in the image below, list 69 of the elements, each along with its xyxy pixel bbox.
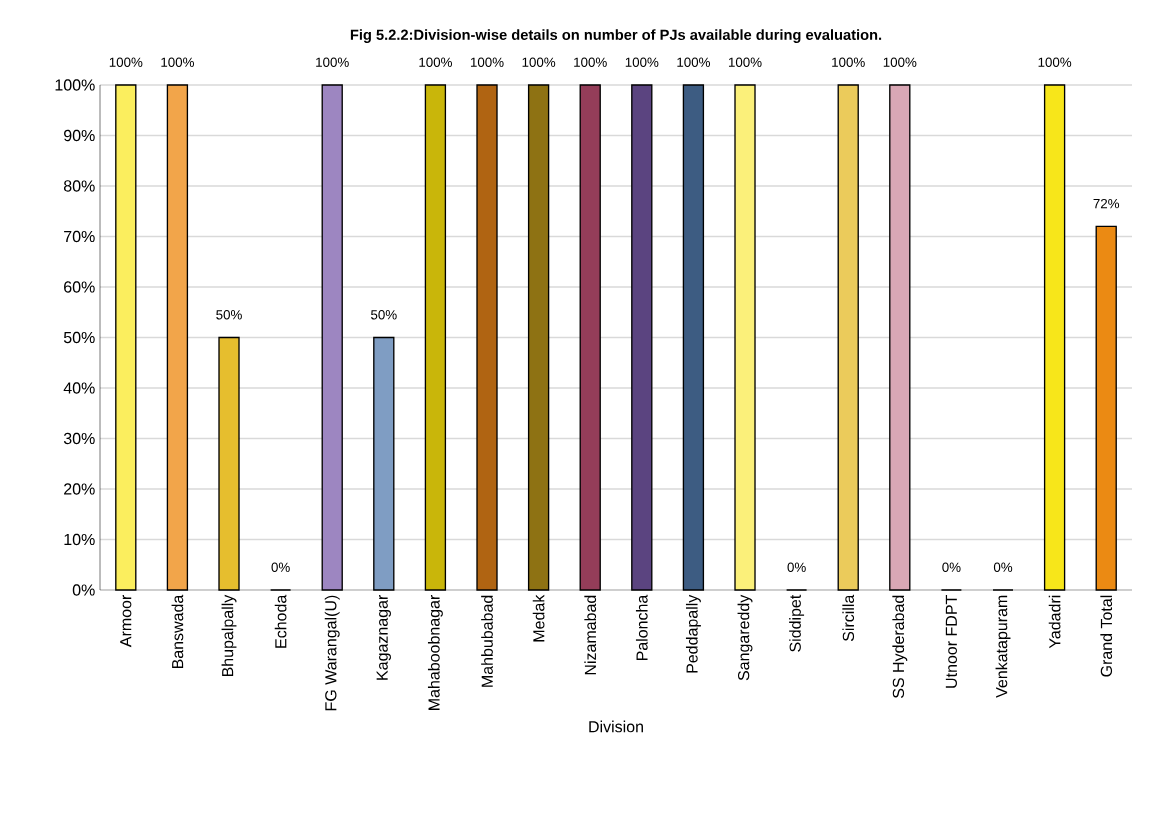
data-label: 0% — [271, 562, 290, 572]
x-tick-label: SS Hyderabad — [892, 595, 908, 699]
data-label: 100% — [677, 57, 710, 67]
x-tick-label: Kagaznagar — [376, 594, 391, 680]
data-label: 100% — [832, 57, 865, 67]
y-tick-label: 80% — [63, 180, 95, 192]
x-tick-label: Peddapally — [685, 594, 701, 673]
bar — [682, 84, 705, 591]
bar — [1095, 225, 1117, 591]
y-tick-label: 90% — [64, 129, 95, 142]
x-axis-title: Division — [589, 720, 643, 733]
y-tick-label: 40% — [63, 382, 95, 394]
x-tick-label: Medak — [532, 594, 545, 642]
data-label: 100% — [728, 57, 762, 67]
bar — [115, 84, 137, 591]
x-tick-label: Mahaboobnagar — [427, 594, 443, 710]
x-tick-label: Bhupalpally — [221, 594, 237, 677]
data-label: 100% — [161, 57, 194, 67]
bar — [579, 84, 601, 591]
y-tick-label: 0% — [72, 584, 95, 596]
x-tick-label: Paloncha — [635, 594, 648, 661]
x-tick-label: Nizamabad — [584, 595, 597, 675]
bar — [166, 84, 189, 591]
data-label: 100% — [470, 57, 504, 67]
x-tick-label: Venkatapuram — [995, 595, 1011, 698]
y-tick-label: 10% — [64, 533, 95, 546]
data-label: 0% — [993, 562, 1013, 572]
x-tick-label: Yadadri — [1048, 595, 1061, 649]
data-label: 100% — [522, 57, 556, 67]
x-tick-label: Banswada — [171, 594, 184, 669]
data-label: 0% — [787, 562, 806, 572]
x-tick-label: Siddipet — [789, 594, 805, 652]
bar — [424, 84, 447, 591]
bar — [321, 84, 343, 591]
x-tick-label: Mahbubabad — [481, 595, 493, 687]
chart-title: Fig 5.2.2:Division-wise details on number of PJs available during evaluation. — [350, 29, 882, 43]
y-tick-label: 70% — [64, 230, 95, 243]
y-tick-label: 30% — [63, 432, 95, 445]
x-tick-label: Sangareddy — [737, 594, 753, 681]
y-tick-label: 50% — [63, 331, 95, 344]
data-label: 72% — [1093, 198, 1120, 209]
y-tick-label: 20% — [64, 483, 95, 495]
data-label: 100% — [625, 57, 659, 67]
bar — [631, 84, 653, 591]
data-label: 100% — [1038, 57, 1072, 67]
x-tick-label: Utnoor FDPT — [945, 595, 957, 688]
bar — [837, 84, 859, 591]
x-tick-label: Sircilla — [842, 594, 855, 642]
bar — [476, 84, 498, 591]
data-label: 100% — [419, 57, 452, 67]
x-tick-label: Echoda — [274, 594, 287, 648]
data-label: 100% — [316, 57, 349, 67]
x-tick-label: Grand Total — [1100, 595, 1113, 677]
data-label: 100% — [109, 57, 143, 67]
data-label: 100% — [574, 57, 607, 67]
data-label: 0% — [942, 562, 961, 572]
bar — [1043, 84, 1066, 591]
bar — [889, 84, 911, 591]
bar — [218, 336, 240, 591]
data-label: 50% — [216, 310, 242, 320]
y-tick-label: 60% — [64, 281, 95, 293]
x-tick-label: Armoor — [120, 594, 132, 648]
data-label: 100% — [883, 57, 917, 67]
x-tick-label: FG Warangal(U) — [324, 595, 340, 711]
bar — [373, 336, 395, 591]
data-label: 50% — [371, 310, 397, 320]
bar — [527, 84, 550, 591]
y-tick-label: 100% — [55, 79, 95, 91]
bar — [734, 84, 756, 591]
